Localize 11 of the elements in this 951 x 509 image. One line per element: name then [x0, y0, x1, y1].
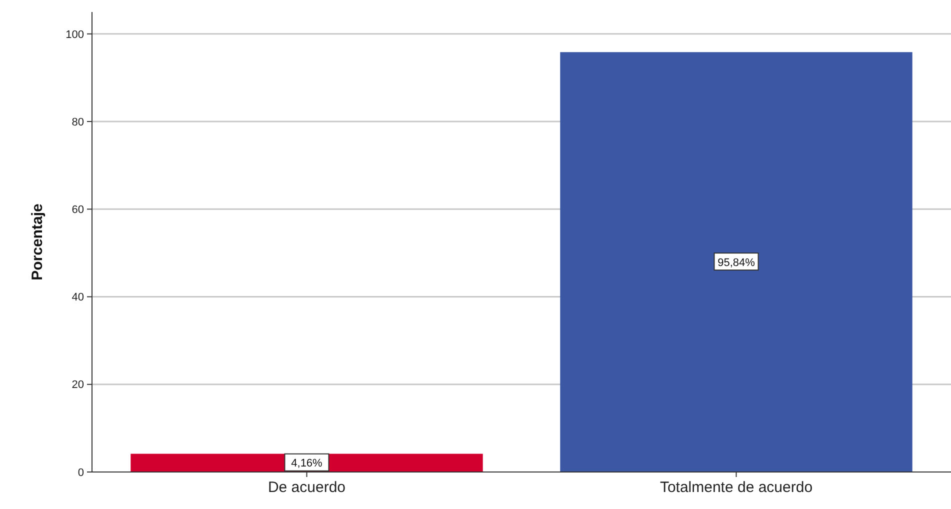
x-tick-label: De acuerdo: [268, 479, 346, 496]
y-tick-label: 20: [72, 379, 84, 392]
data-label: 95,84%: [718, 256, 756, 269]
y-tick-label: 100: [66, 28, 84, 41]
data-label: 4,16%: [291, 458, 323, 470]
y-tick-label: 60: [72, 204, 84, 216]
x-tick-label: Totalmente de acuerdo: [660, 479, 813, 496]
y-axis-title: Porcentaje: [29, 204, 46, 280]
y-tick-label: 0: [78, 466, 84, 479]
y-tick-label: 80: [72, 116, 84, 128]
y-tick-label: 40: [72, 292, 84, 304]
